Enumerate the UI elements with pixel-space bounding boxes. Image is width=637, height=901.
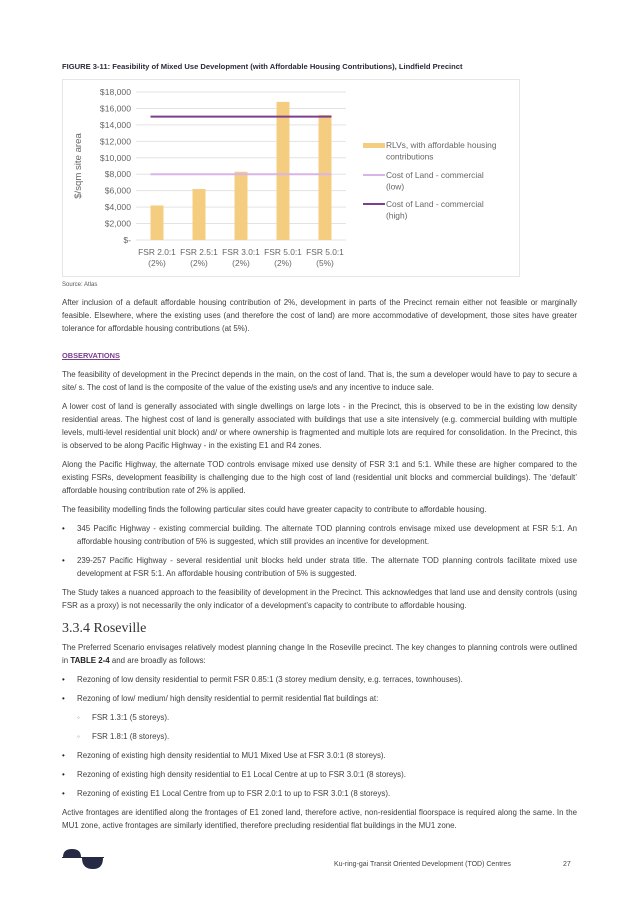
bar bbox=[234, 171, 248, 240]
bullet-list: 345 Pacific Highway - existing commercia… bbox=[62, 522, 577, 580]
y-tick-label: $10,000 bbox=[100, 153, 131, 163]
list-item: 239-257 Pacific Highway - several reside… bbox=[62, 554, 577, 580]
x-tick-label: (2%) bbox=[274, 258, 292, 268]
bullet-list: Rezoning of low density residential to p… bbox=[62, 673, 577, 800]
legend-label: Cost of Land - commercial bbox=[386, 199, 484, 209]
list-item: Rezoning of low/ medium/ high density re… bbox=[62, 692, 577, 705]
paragraph: Active frontages are identified along th… bbox=[62, 808, 577, 830]
y-tick-label: $12,000 bbox=[100, 136, 131, 146]
y-axis-label: $/sqm site area bbox=[73, 133, 84, 199]
legend-label: Cost of Land - commercial bbox=[386, 170, 484, 180]
legend-label: (low) bbox=[386, 182, 404, 192]
section-heading: 3.3.4 Roseville bbox=[62, 621, 147, 636]
x-tick-label: FSR 5.0:1 bbox=[306, 247, 344, 257]
y-tick-label: $6,000 bbox=[105, 186, 132, 196]
x-tick-label: FSR 2.5:1 bbox=[180, 247, 218, 257]
logo-icon bbox=[62, 849, 104, 869]
paragraph: Along the Pacific Highway, the alternate… bbox=[62, 460, 577, 495]
footer-title: Ku-ring-gai Transit Oriented Development… bbox=[334, 861, 511, 868]
x-tick-label: (5%) bbox=[316, 258, 334, 268]
bar bbox=[276, 101, 290, 240]
figure-source: Source: Atlas bbox=[62, 282, 98, 288]
y-tick-label: $18,000 bbox=[100, 87, 131, 97]
sub-list-item: FSR 1.3:1 (5 storeys). bbox=[62, 711, 577, 724]
x-tick-label: FSR 3.0:1 bbox=[222, 247, 260, 257]
figure-title: FIGURE 3-11: Feasibility of Mixed Use De… bbox=[62, 62, 463, 71]
y-tick-label: $- bbox=[123, 235, 131, 245]
list-item: Rezoning of existing E1 Local Centre fro… bbox=[62, 787, 577, 800]
table-reference: TABLE 2-4 bbox=[70, 656, 110, 665]
x-tick-label: (2%) bbox=[190, 258, 208, 268]
chart: $- $2,000 $4,000 $6,000 $8,000 $10,000 $12,000… bbox=[62, 79, 520, 277]
body-content: After inclusion of a default affordable … bbox=[62, 296, 577, 838]
text: The Preferred Scenario envisages relativ… bbox=[62, 643, 577, 665]
page-number: 27 bbox=[563, 861, 571, 868]
legend-label: contributions bbox=[386, 152, 434, 162]
paragraph: A lower cost of land is generally associ… bbox=[62, 402, 577, 450]
y-tick-label: $16,000 bbox=[100, 103, 131, 113]
observations-heading: OBSERVATIONS bbox=[62, 351, 120, 360]
paragraph: The feasibility of development in the Pr… bbox=[62, 370, 577, 392]
x-tick-label: (2%) bbox=[148, 258, 166, 268]
paragraph: The Preferred Scenario envisages relativ… bbox=[62, 641, 577, 667]
paragraph: The feasibility modelling finds the foll… bbox=[62, 505, 487, 514]
x-tick-label: FSR 2.0:1 bbox=[138, 247, 176, 257]
legend-label: (high) bbox=[386, 211, 408, 221]
x-tick-label: FSR 5.0:1 bbox=[264, 247, 302, 257]
text: and are broadly as follows: bbox=[109, 656, 206, 665]
paragraph: The Study takes a nuanced approach to th… bbox=[62, 588, 577, 610]
legend-swatch bbox=[363, 143, 385, 148]
legend-label: RLVs, with affordable housing bbox=[386, 140, 497, 150]
bar bbox=[192, 189, 206, 240]
list-item: 345 Pacific Highway - existing commercia… bbox=[62, 522, 577, 548]
y-tick-label: $4,000 bbox=[105, 202, 132, 212]
list-item: Rezoning of existing high density reside… bbox=[62, 749, 577, 762]
x-tick-label: (2%) bbox=[232, 258, 250, 268]
y-tick-label: $2,000 bbox=[105, 219, 132, 229]
list-item: Rezoning of existing high density reside… bbox=[62, 768, 577, 781]
list-item: Rezoning of low density residential to p… bbox=[62, 673, 577, 686]
paragraph: After inclusion of a default affordable … bbox=[62, 298, 577, 333]
y-tick-label: $8,000 bbox=[105, 169, 132, 179]
bar bbox=[150, 205, 164, 240]
bar bbox=[318, 115, 332, 240]
y-tick-label: $14,000 bbox=[100, 120, 131, 130]
chart-svg: $- $2,000 $4,000 $6,000 $8,000 $10,000 $12,000… bbox=[73, 87, 497, 268]
sub-list-item: FSR 1.8:1 (8 storeys). bbox=[62, 730, 577, 743]
